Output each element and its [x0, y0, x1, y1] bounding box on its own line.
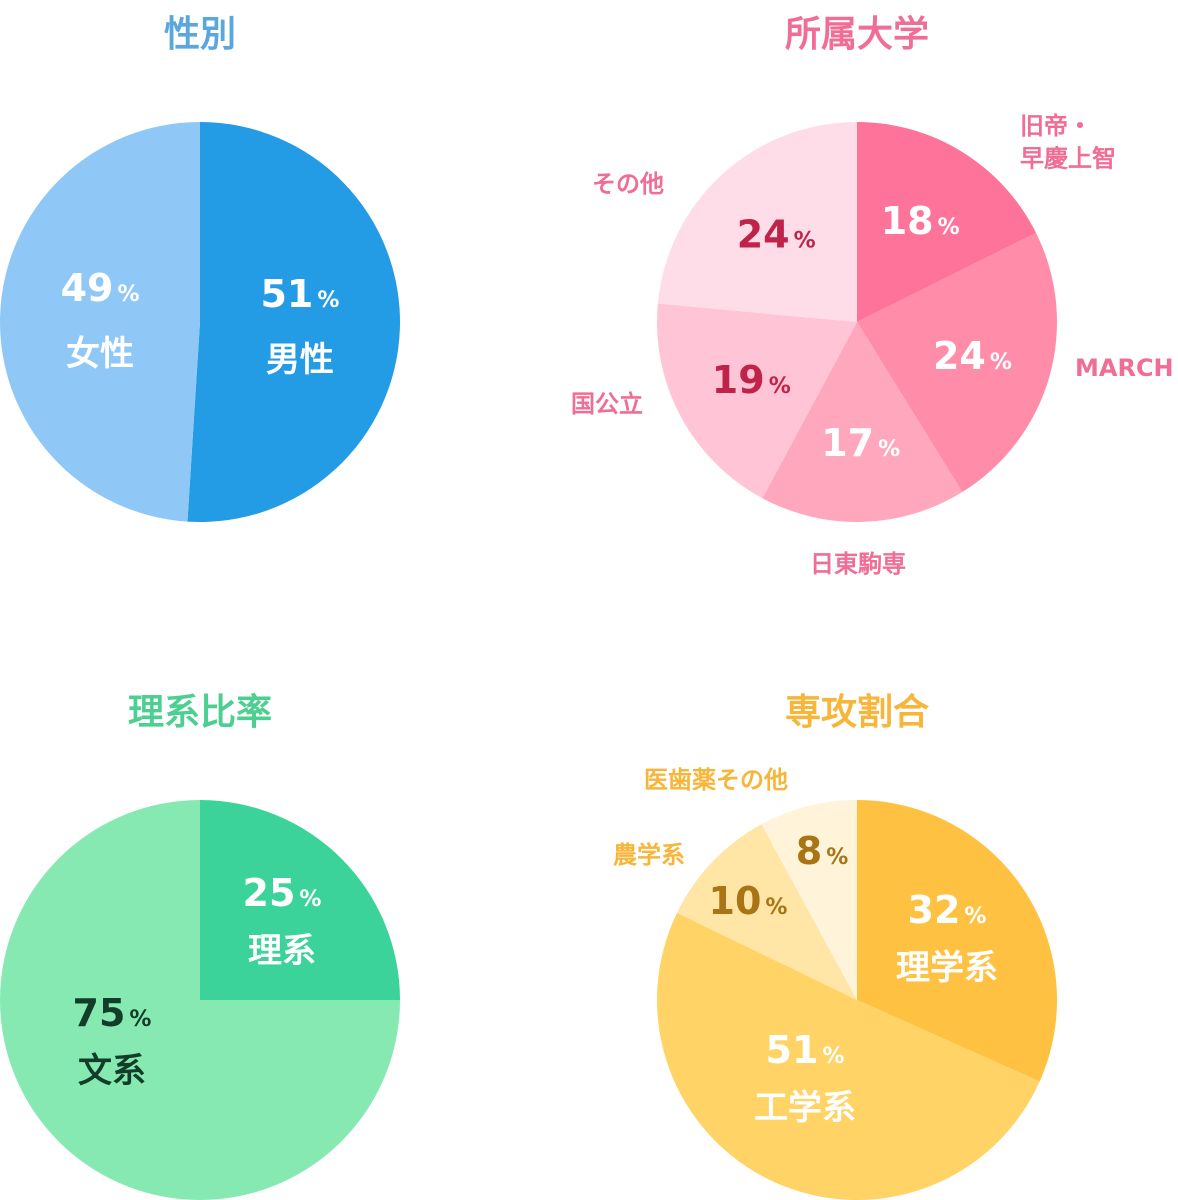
slice-percent: 49% [61, 266, 140, 310]
slice-label: 理系 [248, 931, 316, 971]
slice-label: 国公立 [571, 390, 643, 418]
chart-title: 所属大学 [785, 13, 929, 55]
slice-label: MARCH [1075, 354, 1174, 382]
pie-slice [0, 800, 400, 1200]
slice-label: 男性 [266, 340, 334, 380]
slice-label: 女性 [66, 334, 134, 374]
slice-percent: 25% [243, 871, 322, 915]
pie-slice [857, 122, 1037, 322]
pie-chart-3: 理系比率 25 % 理系 75 % 文系 [0, 692, 400, 1200]
pie-chart-2: 所属大学 18 % 旧帝・早慶上智 24% MARCH 17 % 日東駒専 19 % 国公立 24 % その… [571, 13, 1174, 578]
pie-slice [762, 322, 963, 522]
slice-label: 農学系 [613, 841, 685, 869]
slice-label: その他 [592, 170, 664, 198]
pie-slice [200, 800, 400, 1000]
slice-percent: 24% [737, 212, 816, 256]
slice-percent: 75% [73, 991, 152, 1035]
pie-slice [657, 912, 1040, 1200]
pie-slice [657, 122, 857, 322]
pie-slice [857, 800, 1057, 1082]
pie-slice [676, 824, 857, 1000]
pie-slice [187, 122, 401, 522]
slice-percent: 19% [712, 358, 791, 402]
pie-slice [0, 122, 201, 522]
slice-label: 工学系 [754, 1088, 856, 1128]
chart-title: 性別 [164, 14, 236, 55]
pie-chart-4: 専攻割合 32 % 理学系 51 % 工学系 10 % 農学系 8 % 医歯薬その他 [613, 692, 1057, 1200]
slice-label: 文系 [78, 1051, 146, 1091]
slice-percent: 32% [908, 888, 987, 932]
slice-label: 旧帝・早慶上智 [1020, 112, 1116, 172]
slice-label: 日東駒専 [810, 550, 906, 578]
slice-percent: 24% [933, 334, 1012, 378]
slice-percent: 18% [881, 199, 960, 243]
slice-label: 理学系 [896, 948, 998, 988]
chart-title: 専攻割合 [785, 692, 929, 733]
slice-percent: 51% [766, 1028, 845, 1072]
slice-label: 医歯薬その他 [644, 766, 788, 794]
slice-percent: 51% [260, 272, 339, 316]
pie-slice [761, 800, 857, 1000]
pie-slice [657, 303, 857, 499]
chart-title: 理系比率 [128, 692, 272, 733]
pie-chart-1: 性別 51 % 男性 49 % 女性 [0, 14, 401, 522]
slice-percent: 17% [821, 421, 900, 465]
slice-percent: 8% [796, 829, 849, 873]
pie-slice [857, 232, 1058, 493]
slice-percent: 10% [709, 879, 788, 923]
